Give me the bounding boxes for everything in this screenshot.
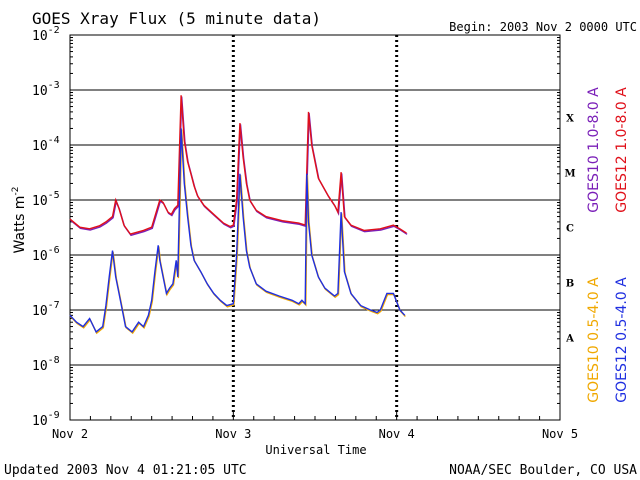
y-tick-exponent: -7	[48, 300, 60, 311]
y-tick-label: 10-8	[32, 355, 60, 374]
y-tick-exponent: -8	[48, 355, 60, 366]
x-tick-label: Nov 5	[542, 427, 578, 441]
legend-entry: GOES12 1.0-8.0 A	[614, 87, 630, 213]
y-tick-exponent: -3	[48, 80, 60, 91]
y-tick-label: 10-2	[32, 25, 60, 44]
y-axis: 10-210-310-410-510-610-710-810-9	[32, 25, 560, 429]
y-tick-base: 10	[32, 249, 48, 264]
series-line	[69, 95, 407, 235]
y-tick-base: 10	[32, 304, 48, 319]
legend-entry: GOES12 0.5-4.0 A	[614, 277, 630, 403]
y-tick-base: 10	[32, 414, 48, 429]
x-tick-label: Nov 4	[379, 427, 415, 441]
flare-class-label: A	[565, 334, 574, 345]
y-axis-label-text: Watts m	[12, 196, 28, 254]
y-tick-label: 10-7	[32, 300, 60, 319]
y-axis-label-exponent: -2	[11, 187, 21, 196]
footer-source: NOAA/SEC Boulder, CO USA	[449, 463, 637, 478]
y-tick-exponent: -9	[48, 410, 60, 421]
y-tick-label: 10-3	[32, 80, 60, 99]
y-tick-exponent: -6	[48, 245, 60, 256]
day-boundary-ticks	[231, 35, 399, 420]
legend-entry: GOES10 1.0-8.0 A	[586, 87, 602, 213]
y-tick-label: 10-4	[32, 135, 60, 154]
legend-entry: GOES10 0.5-4.0 A	[586, 277, 602, 403]
legend: GOES10 1.0-8.0 A GOES12 1.0-8.0 A GOES10 0…	[586, 87, 630, 403]
y-tick-base: 10	[32, 139, 48, 154]
y-tick-base: 10	[32, 359, 48, 374]
x-tick-label: Nov 3	[215, 427, 251, 441]
series-line	[69, 128, 406, 333]
plot-frame	[69, 34, 561, 421]
chart-title: GOES Xray Flux (5 minute data)	[32, 9, 321, 28]
flare-class-label: M	[564, 169, 575, 180]
y-axis-label: Watts m-2	[11, 187, 28, 254]
y-tick-exponent: -4	[48, 135, 60, 146]
flare-class-label: B	[566, 279, 574, 290]
y-tick-label: 10-6	[32, 245, 60, 264]
y-tick-label: 10-5	[32, 190, 60, 209]
y-tick-base: 10	[32, 194, 48, 209]
y-tick-label: 10-9	[32, 410, 60, 429]
footer-updated: Updated 2003 Nov 4 01:21:05 UTC	[4, 463, 247, 478]
begin-time-label: Begin: 2003 Nov 2 0000 UTC	[449, 20, 637, 34]
x-axis: Nov 2 Nov 3 Nov 4 Nov 5	[52, 412, 578, 441]
flare-class-label: C	[566, 224, 574, 235]
x-tick-label: Nov 2	[52, 427, 88, 441]
y-tick-exponent: -5	[48, 190, 60, 201]
y-tick-exponent: -2	[48, 25, 60, 36]
grid-lines	[70, 89, 560, 366]
x-axis-title: Universal Time	[265, 443, 366, 457]
y-tick-base: 10	[32, 84, 48, 99]
y-tick-base: 10	[32, 29, 48, 44]
data-series	[69, 95, 408, 335]
flare-class-labels: X M C B A	[564, 114, 575, 345]
flare-class-label: X	[566, 114, 574, 125]
